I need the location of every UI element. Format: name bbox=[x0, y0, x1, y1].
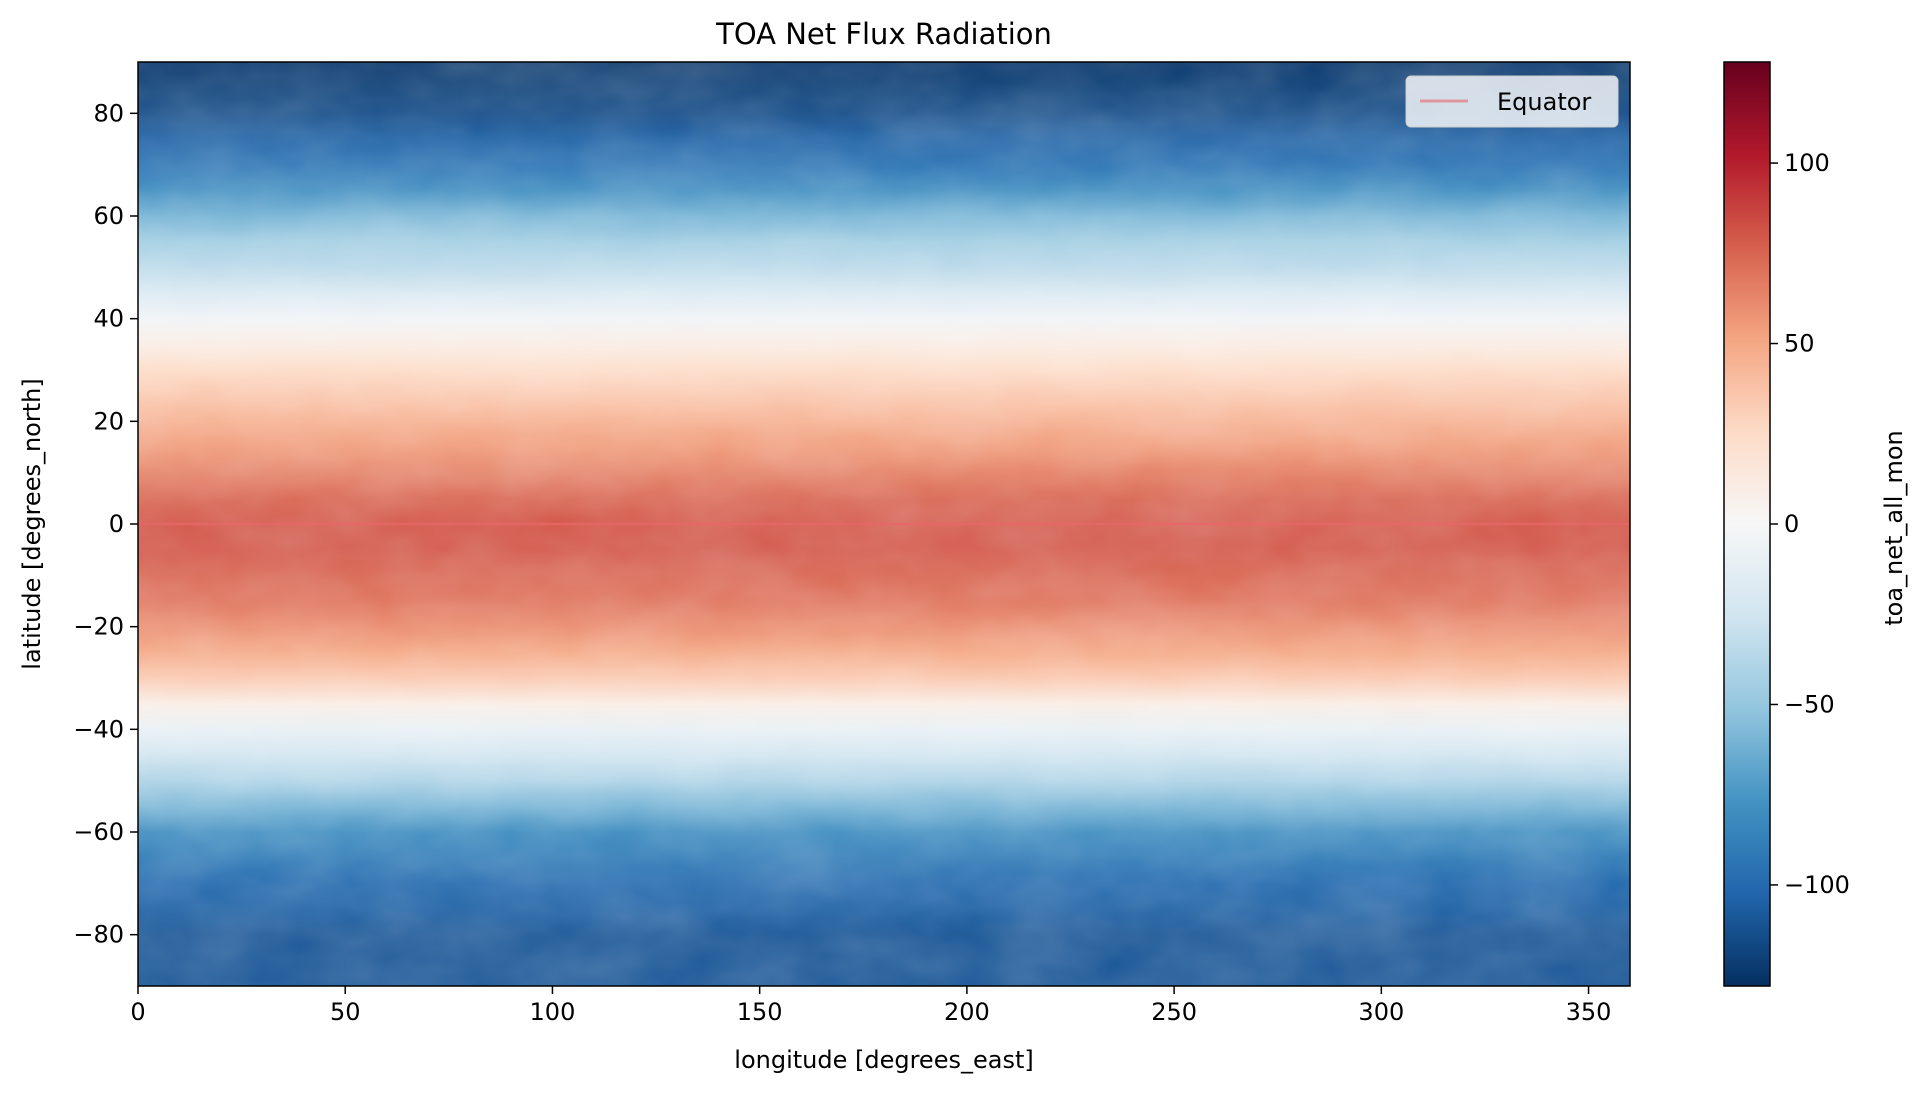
y-axis-label: latitude [degrees_north] bbox=[18, 378, 46, 669]
y-tick-label: 60 bbox=[93, 202, 124, 230]
colorbar-ticks: 100 50 0 −50 −100 bbox=[1770, 149, 1850, 899]
colorbar-tick-label: 50 bbox=[1784, 330, 1815, 358]
y-axis-ticks: 80 60 40 20 0 −20 −40 −60 −80 bbox=[73, 99, 138, 949]
colorbar-tick-label: 0 bbox=[1784, 510, 1799, 538]
y-tick-label: 20 bbox=[93, 407, 124, 435]
y-tick-label: −20 bbox=[73, 613, 124, 641]
legend-label-equator: Equator bbox=[1497, 88, 1591, 116]
legend: Equator bbox=[1405, 75, 1619, 128]
y-tick-label: −60 bbox=[73, 818, 124, 846]
x-tick-label: 350 bbox=[1566, 998, 1612, 1026]
x-tick-label: 300 bbox=[1358, 998, 1404, 1026]
y-tick-label: −80 bbox=[73, 921, 124, 949]
colorbar-tick-label: −100 bbox=[1784, 871, 1850, 899]
chart-title: TOA Net Flux Radiation bbox=[715, 17, 1052, 51]
x-axis-ticks: 0 50 100 150 200 250 300 350 bbox=[130, 986, 1611, 1026]
y-tick-label: 80 bbox=[93, 99, 124, 127]
x-axis-label: longitude [degrees_east] bbox=[734, 1046, 1033, 1074]
y-tick-label: 0 bbox=[109, 510, 124, 538]
colorbar-label: toa_net_all_mon bbox=[1880, 430, 1908, 626]
x-tick-label: 0 bbox=[130, 998, 145, 1026]
y-tick-label: 40 bbox=[93, 305, 124, 333]
y-tick-label: −40 bbox=[73, 715, 124, 743]
colorbar-tick-label: 100 bbox=[1784, 149, 1830, 177]
legend-box bbox=[1405, 75, 1619, 128]
x-tick-label: 50 bbox=[330, 998, 361, 1026]
x-tick-label: 100 bbox=[530, 998, 576, 1026]
x-tick-label: 200 bbox=[944, 998, 990, 1026]
colorbar-tick-label: −50 bbox=[1784, 690, 1835, 718]
colorbar: 100 50 0 −50 −100 toa_net_all_mon bbox=[1723, 61, 1908, 987]
heatmap bbox=[138, 62, 1630, 986]
colorbar-gradient bbox=[1723, 61, 1771, 987]
x-tick-label: 250 bbox=[1151, 998, 1197, 1026]
x-tick-label: 150 bbox=[737, 998, 783, 1026]
